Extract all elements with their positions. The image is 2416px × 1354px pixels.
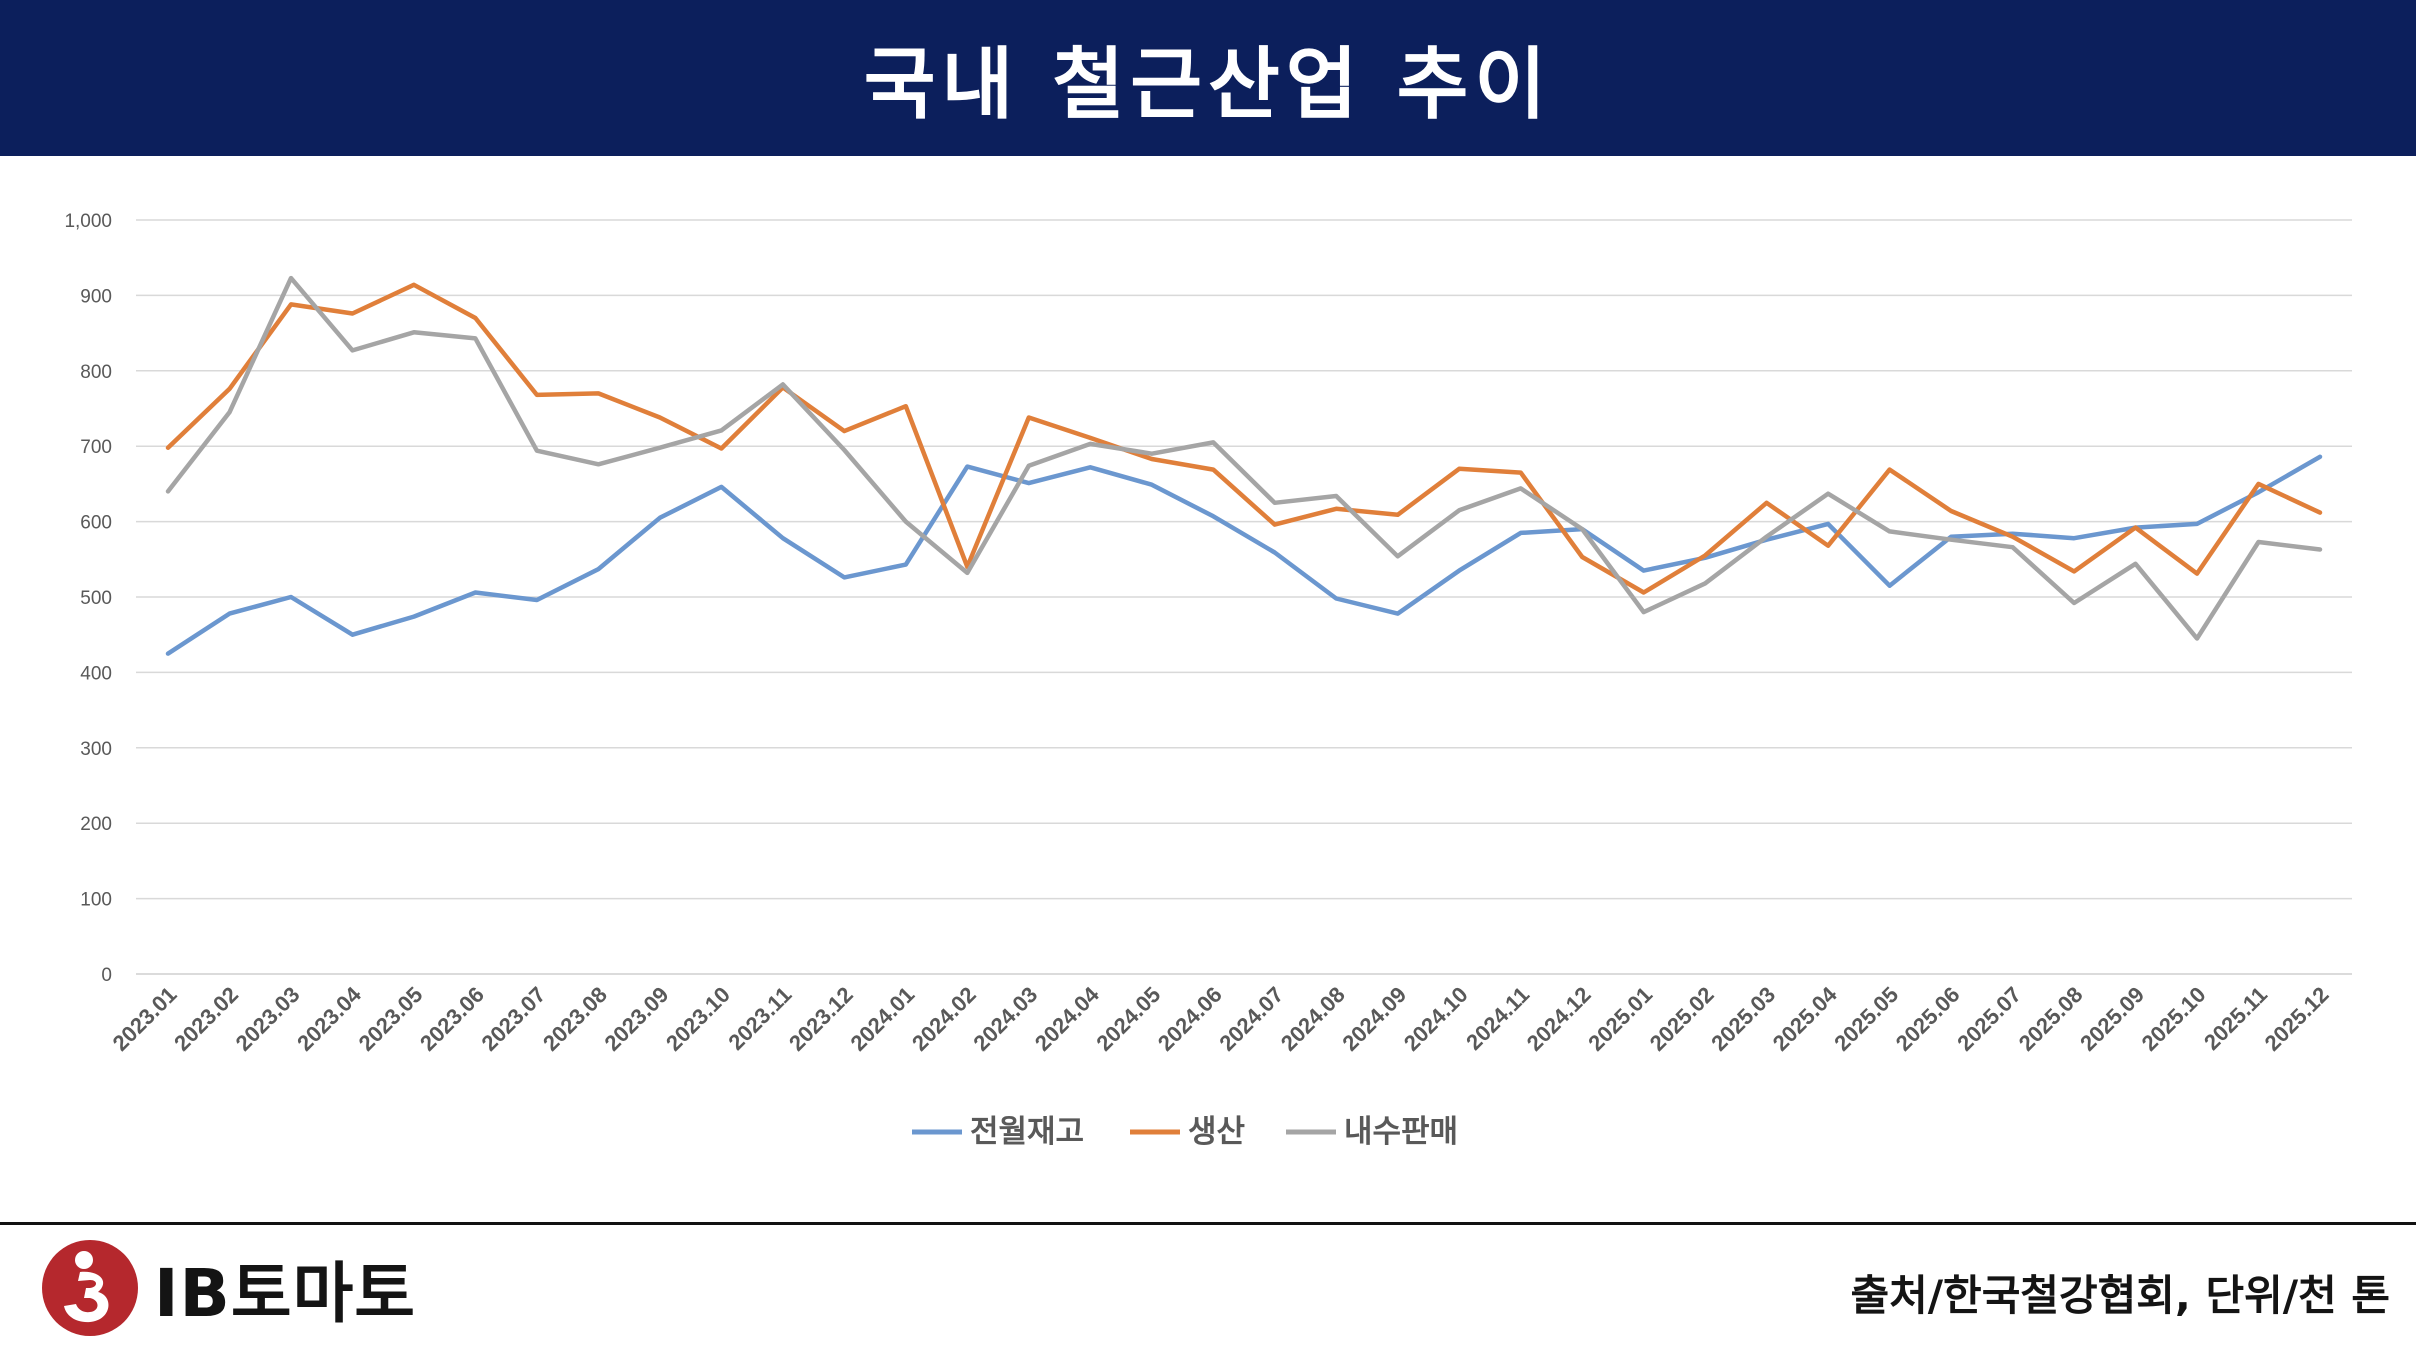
y-tick-label: 700 [80, 437, 112, 458]
x-tick-label: 2024.12 [1522, 982, 1596, 1056]
x-tick-label: 2025.01 [1583, 982, 1657, 1056]
x-tick-label: 2024.10 [1399, 982, 1473, 1056]
x-tick-label: 2024.02 [907, 982, 981, 1056]
y-tick-label: 300 [80, 739, 112, 760]
x-tick-label: 2023.02 [169, 982, 243, 1056]
x-tick-label: 2023.01 [108, 982, 182, 1056]
x-tick-label: 2025.02 [1645, 982, 1719, 1056]
legend-item: 전월재고 [912, 1114, 1084, 1150]
legend-label: 전월재고 [970, 1114, 1084, 1150]
x-tick-label: 2024.04 [1030, 981, 1104, 1055]
series-line-전월재고 [165, 454, 2323, 656]
x-tick-label: 2023.09 [600, 982, 674, 1056]
y-tick-label: 400 [80, 663, 112, 684]
x-tick-label: 2025.10 [2137, 982, 2211, 1056]
y-tick-label: 200 [80, 814, 112, 835]
y-tick-label: 600 [80, 513, 112, 534]
y-tick-label: 1,000 [64, 211, 112, 232]
x-tick-label: 2024.08 [1276, 982, 1350, 1056]
x-tick-label: 2024.07 [1214, 982, 1288, 1056]
x-tick-label: 2025.05 [1829, 982, 1903, 1056]
x-tick-label: 2023.11 [723, 982, 796, 1055]
logo-emblem-icon [42, 1240, 138, 1336]
x-tick-label: 2023.06 [415, 982, 489, 1056]
x-tick-label: 2023.12 [784, 982, 858, 1056]
x-tick-label: 2024.05 [1091, 982, 1165, 1056]
series-line-내수판매 [165, 275, 2323, 641]
y-tick-label: 900 [80, 286, 112, 307]
line-chart: 0 100 200 300 400 500 600 700 800 900 1,000 2023.0… [64, 211, 2352, 1150]
y-axis: 0 100 200 300 400 500 600 700 800 900 1,000 [64, 211, 112, 986]
x-tick-label: 2024.09 [1337, 982, 1411, 1056]
x-tick-label: 2025.09 [2075, 982, 2149, 1056]
x-axis: 2023.012023.022023.032023.042023.052023.… [108, 981, 2334, 1055]
page-title: 국내 철근산업 추이 [863, 40, 1553, 130]
x-tick-label: 2024.01 [845, 982, 919, 1056]
x-tick-label: 2024.06 [1153, 982, 1227, 1056]
chart-series [165, 275, 2323, 656]
x-tick-label: 2025.07 [1952, 982, 2026, 1056]
x-tick-label: 2023.03 [231, 982, 305, 1056]
footer-divider [0, 1222, 2416, 1225]
legend-item: 내수판매 [1286, 1114, 1458, 1150]
x-tick-label: 2023.05 [354, 982, 428, 1056]
y-tick-label: 100 [80, 890, 112, 911]
legend-label: 내수판매 [1344, 1114, 1458, 1150]
x-tick-label: 2023.10 [661, 982, 735, 1056]
x-tick-label: 2025.03 [1706, 982, 1780, 1056]
x-tick-label: 2025.12 [2260, 982, 2334, 1056]
x-tick-label: 2023.07 [477, 982, 551, 1056]
y-tick-label: 800 [80, 362, 112, 383]
header-banner: 국내 철근산업 추이 [0, 0, 2416, 156]
series-line-생산 [165, 282, 2323, 595]
x-tick-label: 2025.11 [2199, 982, 2272, 1055]
chart-legend: 전월재고 생산 내수판매 [912, 1114, 1458, 1150]
y-tick-label: 0 [101, 965, 112, 986]
x-tick-label: 2025.08 [2014, 982, 2088, 1056]
source-note: 출처/한국철강협회, 단위/천 톤 [1850, 1271, 2390, 1320]
x-tick-label: 2025.06 [1891, 982, 1965, 1056]
legend-item: 생산 [1130, 1114, 1245, 1150]
x-tick-label: 2023.04 [292, 981, 366, 1055]
x-tick-label: 2024.11 [1461, 982, 1534, 1055]
logo-wordmark: IB토마토 [154, 1255, 417, 1332]
x-tick-label: 2025.04 [1768, 981, 1842, 1055]
x-tick-label: 2023.08 [538, 982, 612, 1056]
company-logo: IB토마토 [40, 1238, 416, 1338]
x-tick-label: 2024.03 [968, 982, 1042, 1056]
legend-label: 생산 [1188, 1114, 1245, 1150]
y-tick-label: 500 [80, 588, 112, 609]
